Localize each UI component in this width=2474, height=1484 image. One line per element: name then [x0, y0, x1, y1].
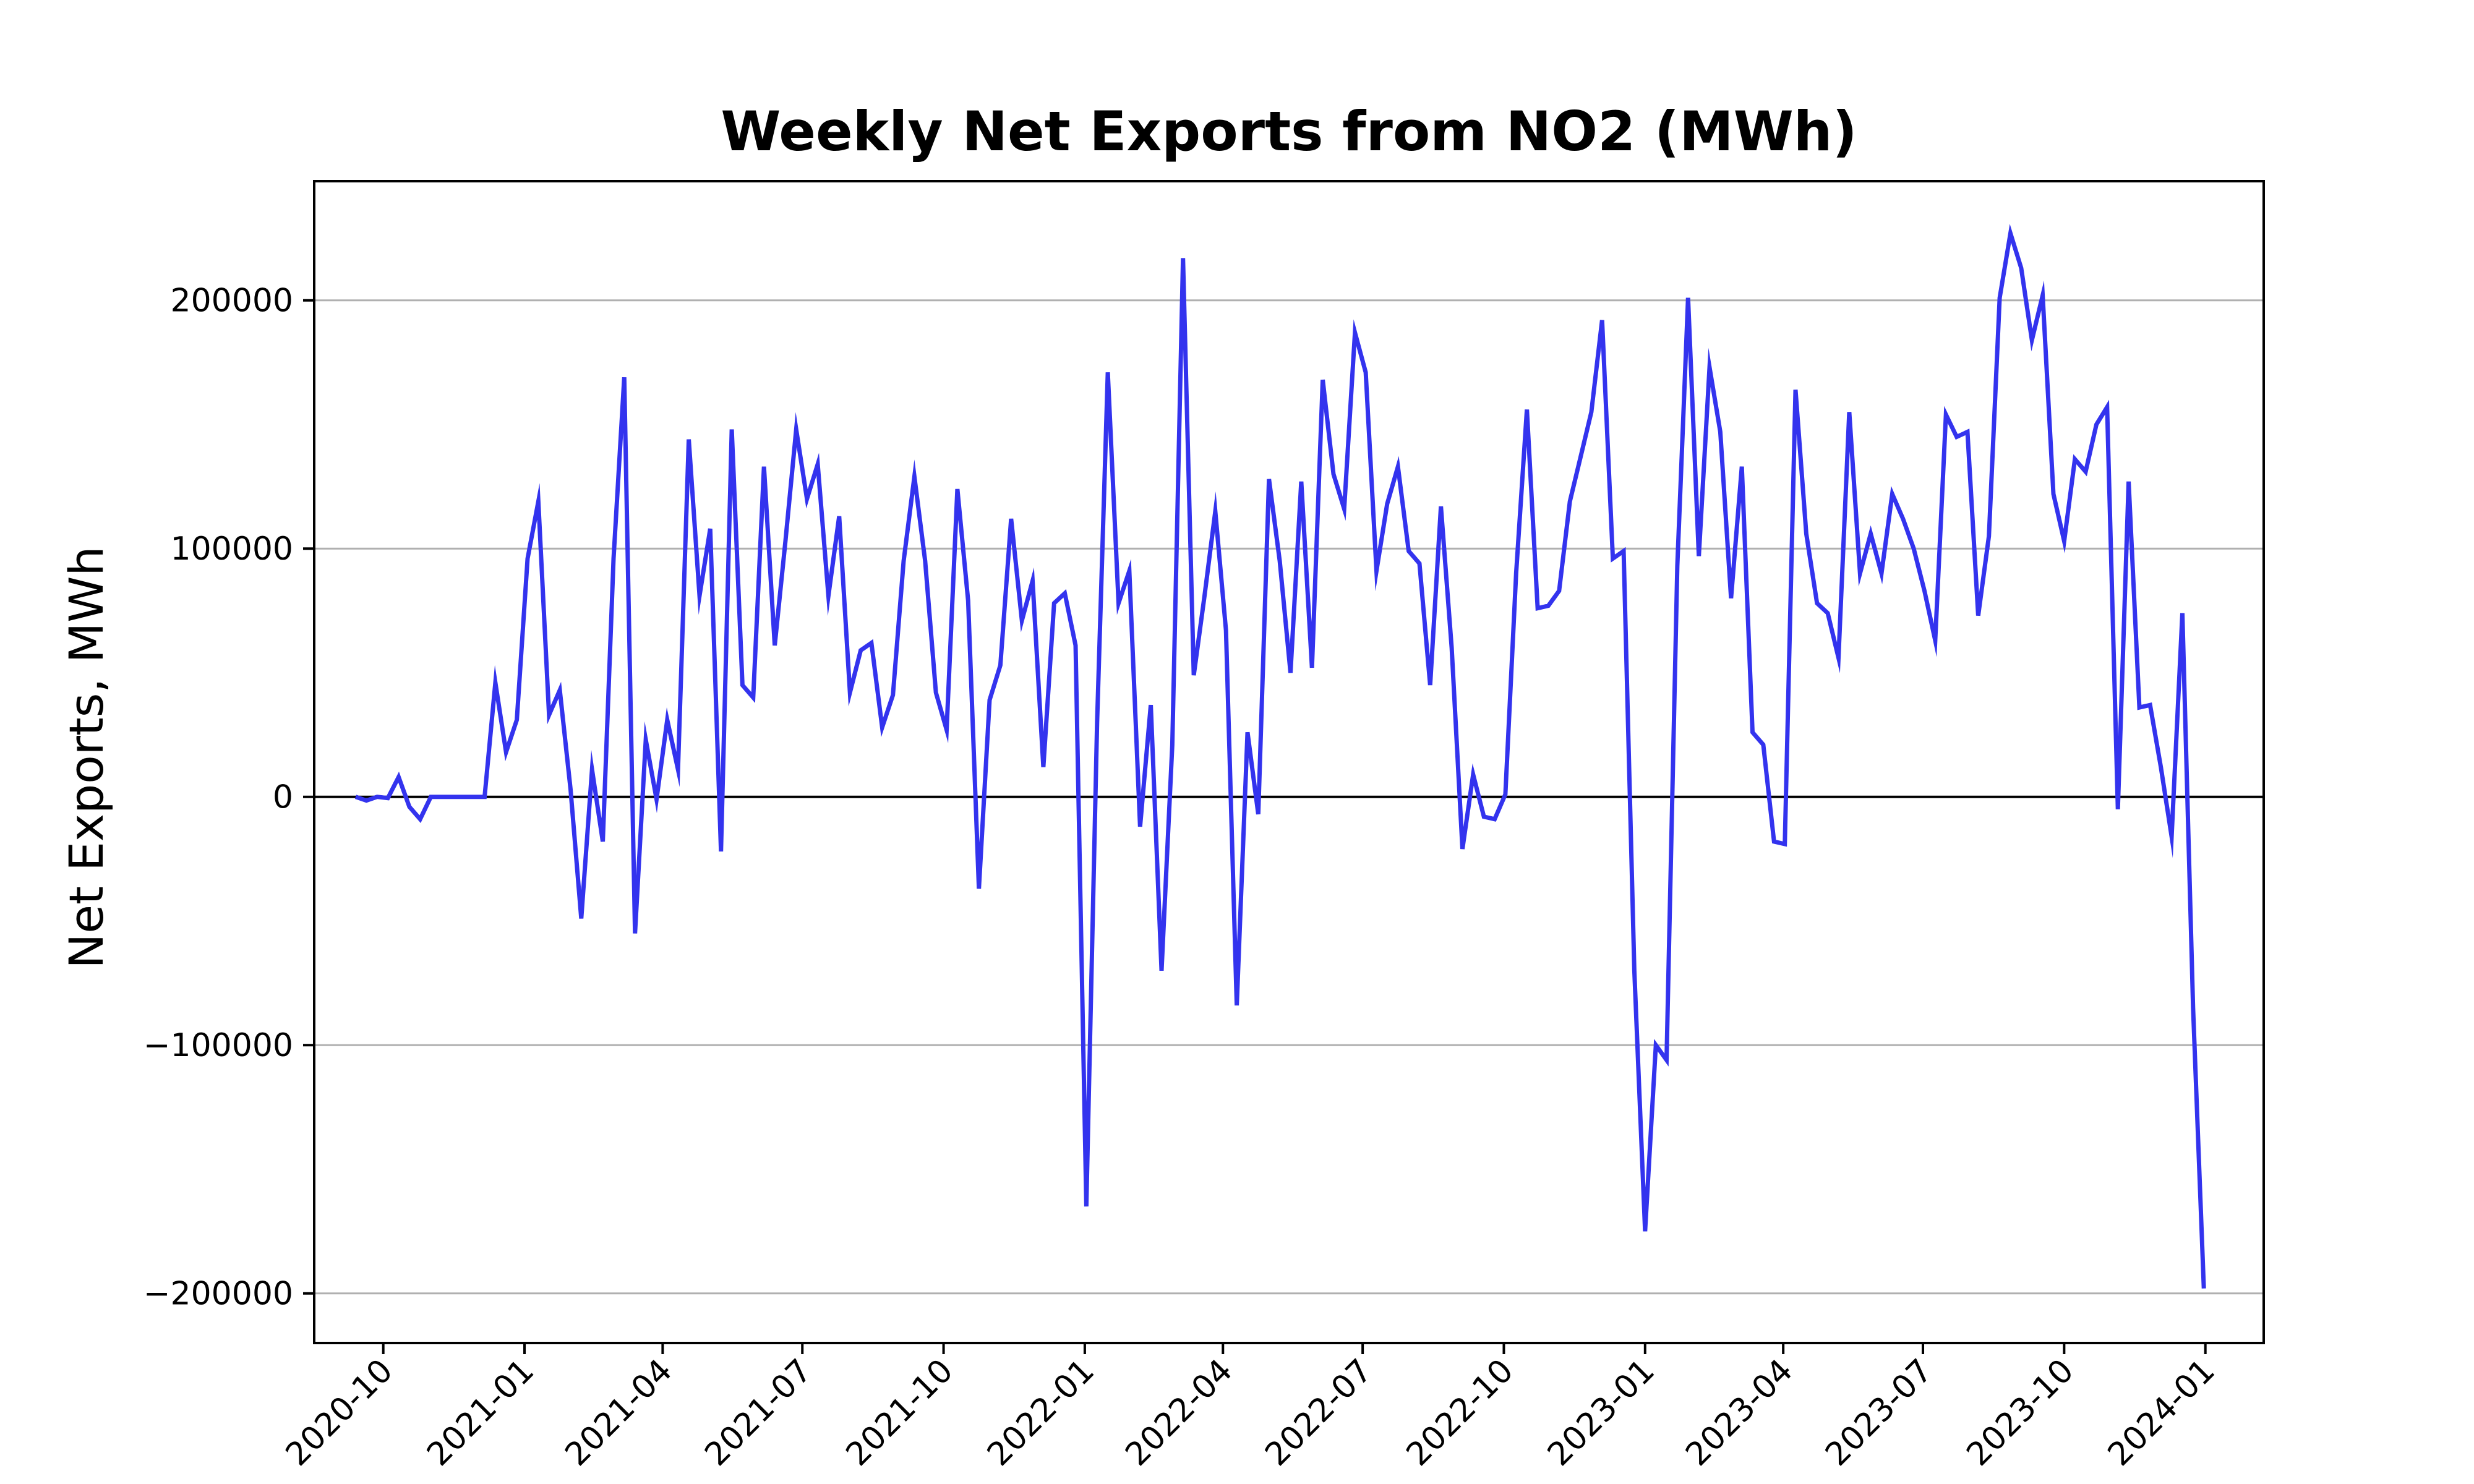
x-tick-label: 2022-01 [980, 1352, 1102, 1473]
x-tick-label: 2023-04 [1679, 1352, 1800, 1473]
y-tick-label: 0 [273, 779, 293, 816]
series-line [354, 224, 2206, 1289]
x-tick-label: 2023-10 [1959, 1352, 2081, 1473]
x-tick-label: 2021-07 [698, 1352, 819, 1473]
x-tick-label: 2023-07 [1818, 1352, 1940, 1473]
y-tick-label: 200000 [170, 283, 293, 320]
y-tick-label: 100000 [170, 531, 293, 568]
y-tick-label: −100000 [143, 1027, 293, 1064]
x-tick-label: 2021-10 [839, 1352, 961, 1473]
x-tick-label: 2021-01 [420, 1352, 541, 1473]
x-tick-label: 2021-04 [559, 1352, 680, 1473]
plot-frame [313, 180, 2265, 1344]
x-tick-label: 2022-10 [1400, 1352, 1521, 1473]
y-tick-label: −200000 [143, 1276, 293, 1313]
x-tick-label: 2022-04 [1118, 1352, 1239, 1473]
x-tick-label: 2024-01 [2101, 1352, 2222, 1473]
chart-title: Weekly Net Exports from NO2 (MWh) [721, 100, 1857, 163]
x-tick-label: 2022-07 [1258, 1352, 1379, 1473]
x-tick-label: 2023-01 [1541, 1352, 1662, 1473]
x-tick-label: 2020-10 [279, 1352, 400, 1473]
